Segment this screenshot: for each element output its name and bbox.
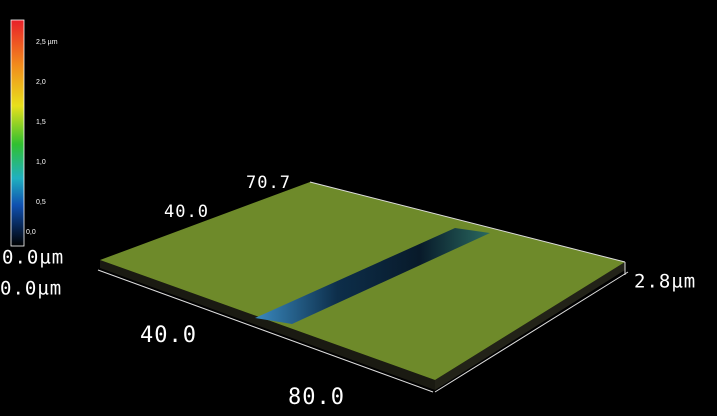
page: 2,5 µm 2,0 1,5 1,0 0,5 0,0 0.0µm 0.0µm 40.0 7… bbox=[0, 0, 717, 416]
axis-label: 70.7 bbox=[246, 173, 291, 193]
color-bar-label: 1,0 bbox=[36, 159, 46, 166]
color-bar-label: 1,5 bbox=[36, 119, 46, 126]
axis-label: 40.0 bbox=[140, 323, 197, 348]
axis-label: 0.0µm bbox=[0, 278, 62, 300]
color-bar-label: 0,0 bbox=[26, 229, 36, 236]
color-bar-label: 2,0 bbox=[36, 79, 46, 86]
axis-label: 80.0 bbox=[288, 385, 345, 410]
surface-view: 2,5 µm 2,0 1,5 1,0 0,5 0,0 0.0µm 0.0µm 40.0 7… bbox=[0, 0, 717, 416]
axis-label: 2.8µm bbox=[634, 271, 696, 293]
color-bar-label: 2,5 µm bbox=[36, 39, 58, 46]
color-bar bbox=[11, 20, 24, 246]
axis-label: 0.0µm bbox=[2, 247, 64, 269]
axis-label: 40.0 bbox=[164, 202, 209, 222]
color-bar-label: 0,5 bbox=[36, 199, 46, 206]
